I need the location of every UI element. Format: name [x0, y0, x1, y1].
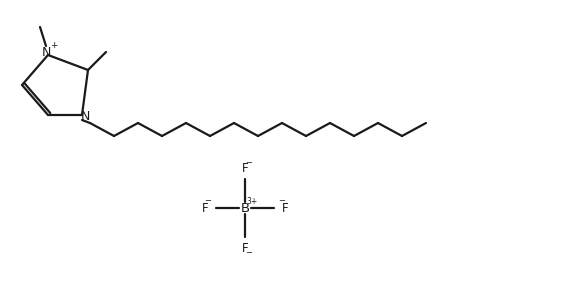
Text: F: F: [282, 201, 288, 214]
Text: F: F: [242, 241, 248, 255]
Text: −: −: [279, 196, 286, 205]
Text: N: N: [42, 46, 51, 60]
Text: N: N: [80, 110, 89, 124]
Text: −: −: [245, 158, 253, 167]
Text: 3+: 3+: [246, 198, 257, 207]
Text: F: F: [202, 201, 208, 214]
Text: F: F: [242, 162, 248, 175]
Text: +: +: [50, 42, 58, 51]
Text: −: −: [204, 196, 212, 205]
Text: −: −: [245, 248, 253, 257]
Text: B: B: [241, 201, 250, 214]
